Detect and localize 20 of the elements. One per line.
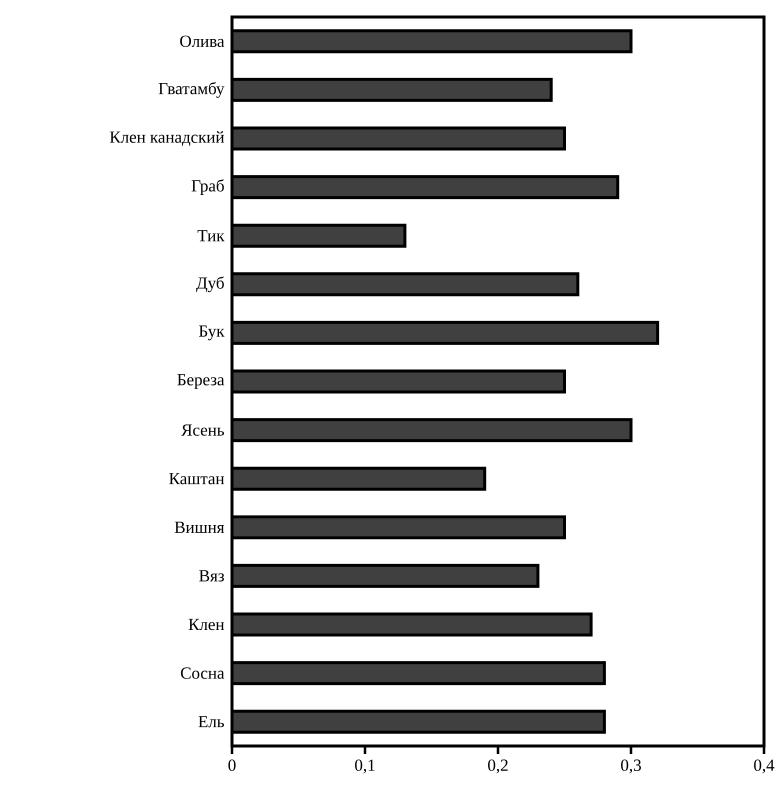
y-tick-label: Ясень <box>181 424 224 436</box>
y-tick-label: Бук <box>198 326 225 340</box>
y-tick-label: Вяз <box>199 570 224 582</box>
y-tick-label: Клен <box>188 618 224 630</box>
y-tick-label: Сосна <box>180 667 224 679</box>
x-tick-label: 0,3 <box>621 759 641 774</box>
x-tick-label: 0,4 <box>754 759 774 774</box>
y-tick-label: Вишня <box>174 522 224 533</box>
y-tick-label: Каштан <box>169 473 224 484</box>
y-tick-label: Тик <box>198 230 225 242</box>
x-tick-label: 0 <box>228 759 236 771</box>
y-tick-label: Олива <box>180 36 224 47</box>
y-tick-label: Граб <box>192 179 224 195</box>
y-tick-label: Береза <box>177 374 224 389</box>
x-tick-label: 0,1 <box>355 759 375 774</box>
x-tick-label: 0,2 <box>488 759 508 774</box>
y-tick-label: Клен канадский <box>110 131 224 146</box>
y-tick-label: Дуб <box>196 276 224 292</box>
y-tick-label: Гватамбу <box>158 82 224 98</box>
y-tick-label: Ель <box>198 716 224 728</box>
